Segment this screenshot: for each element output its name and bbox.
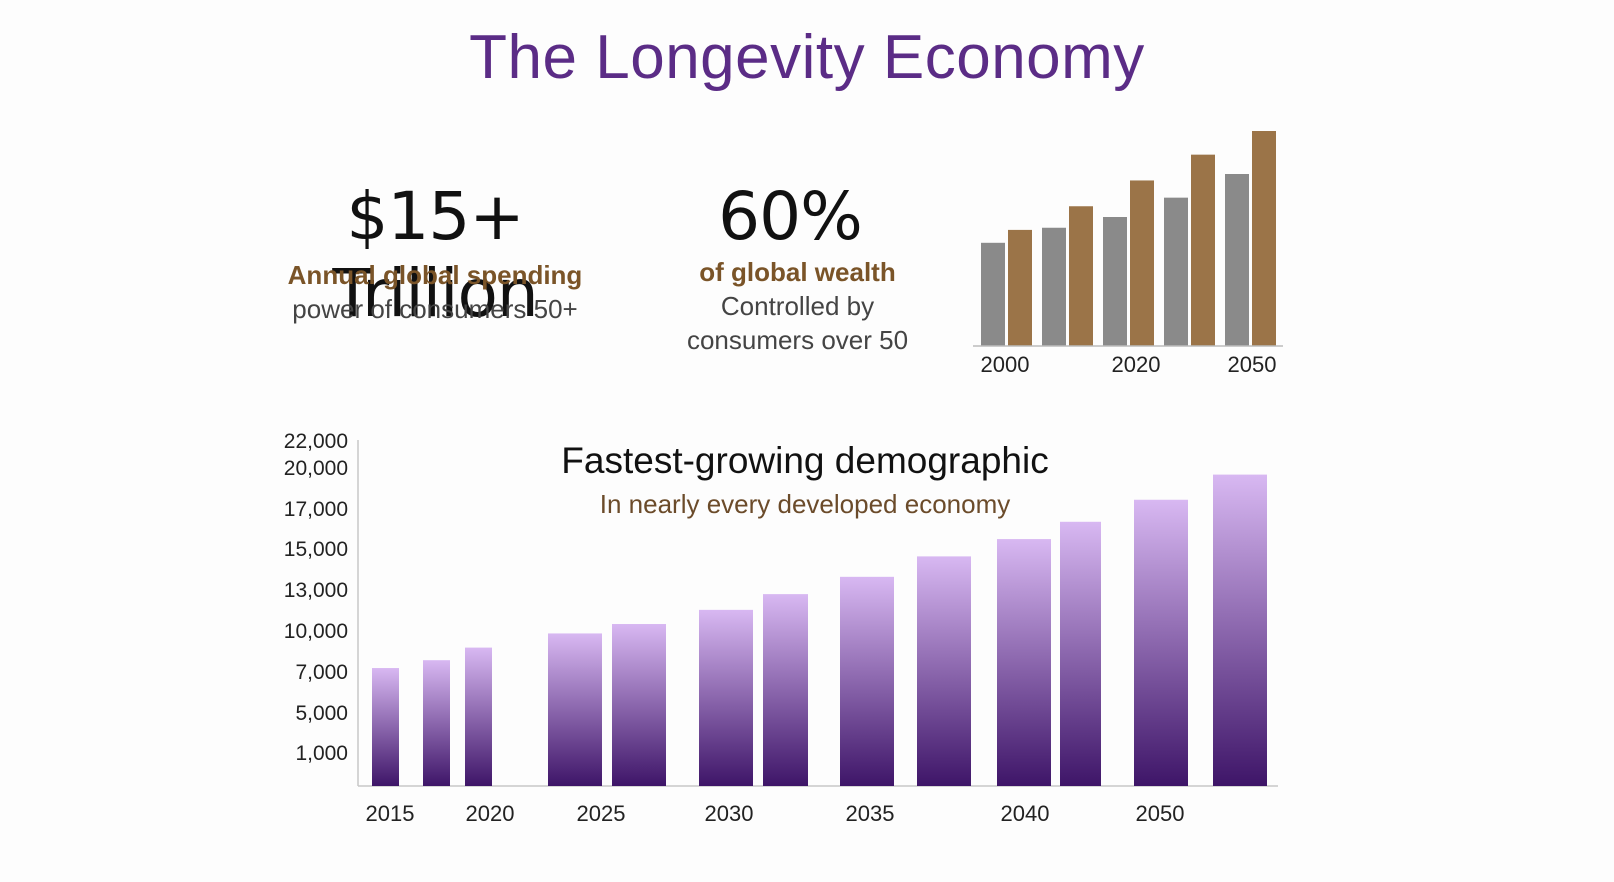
demographic-bar-6 [699,609,753,786]
wealth-tick-label: 2020 [1112,352,1161,377]
demographic-bar-4 [548,633,602,786]
wealth-bar-gold-1 [1008,229,1032,346]
demographic-x-tick-label: 2040 [1001,801,1050,826]
demographic-x-tick-label: 2050 [1136,801,1185,826]
demographic-y-tick-label: 15,000 [284,538,348,561]
demographic-bar-5 [612,624,666,786]
demographic-bar-7 [763,594,808,786]
demographic-bar-11 [1060,521,1101,786]
demographic-bar-12 [1134,499,1188,786]
demographic-bar-10 [997,539,1051,786]
wealth-bar-gold-2 [1069,206,1093,346]
demographic-x-tick-label: 2015 [366,801,415,826]
demographic-x-tick-label: 2030 [705,801,754,826]
wealth-bar-gold-3 [1130,180,1154,346]
wealth-stat-line1: of global wealth [699,257,896,287]
demographic-bar-9 [917,556,971,786]
demographic-y-tick-label: 20,000 [284,457,348,480]
demographic-x-tick-label: 2035 [846,801,895,826]
wealth-bar-grey-2 [1042,227,1066,346]
demographic-y-tick-label: 1,000 [295,742,348,765]
demographic-bar-13 [1213,474,1267,786]
demographic-y-tick-label: 17,000 [284,498,348,521]
demographic-chart-subtitle: In nearly every developed economy [599,489,1011,519]
wealth-stat-value: 60% [718,178,863,255]
demographic-bar-8 [840,576,894,786]
demographic-y-tick-label: 22,000 [284,430,348,453]
demographic-chart-title: Fastest-growing demographic [561,440,1049,481]
page-title: The Longevity Economy [469,23,1145,92]
wealth-bar-grey-4 [1164,197,1188,346]
spending-stat-line1: Annual global spending [287,260,583,290]
wealth-bar-grey-1 [981,242,1005,346]
wealth-stat-line2: Controlled by [720,291,875,321]
demographic-bar-1 [372,668,399,786]
wealth-tick-label: 2050 [1228,352,1277,377]
demographic-bar-3 [465,647,492,786]
wealth-stat-line3: consumers over 50 [686,325,909,355]
demographic-bar-2 [423,660,450,786]
wealth-bar-grey-5 [1225,174,1249,346]
demographic-y-tick-label: 13,000 [284,579,348,602]
demographic-x-tick-label: 2020 [466,801,515,826]
spending-stat-line2: power of consumers 50+ [292,294,578,324]
wealth-bar-gold-5 [1252,131,1276,346]
demographic-y-tick-label: 5,000 [295,702,348,725]
spending-stat-value: $15+ Trillion [332,178,538,332]
demographic-x-tick-label: 2025 [577,801,626,826]
demographic-y-tick-label: 7,000 [295,661,348,684]
wealth-bar-grey-3 [1103,217,1127,346]
wealth-tick-label: 2000 [981,352,1030,377]
demographic-y-tick-label: 10,000 [284,620,348,643]
wealth-bar-gold-4 [1191,154,1215,346]
